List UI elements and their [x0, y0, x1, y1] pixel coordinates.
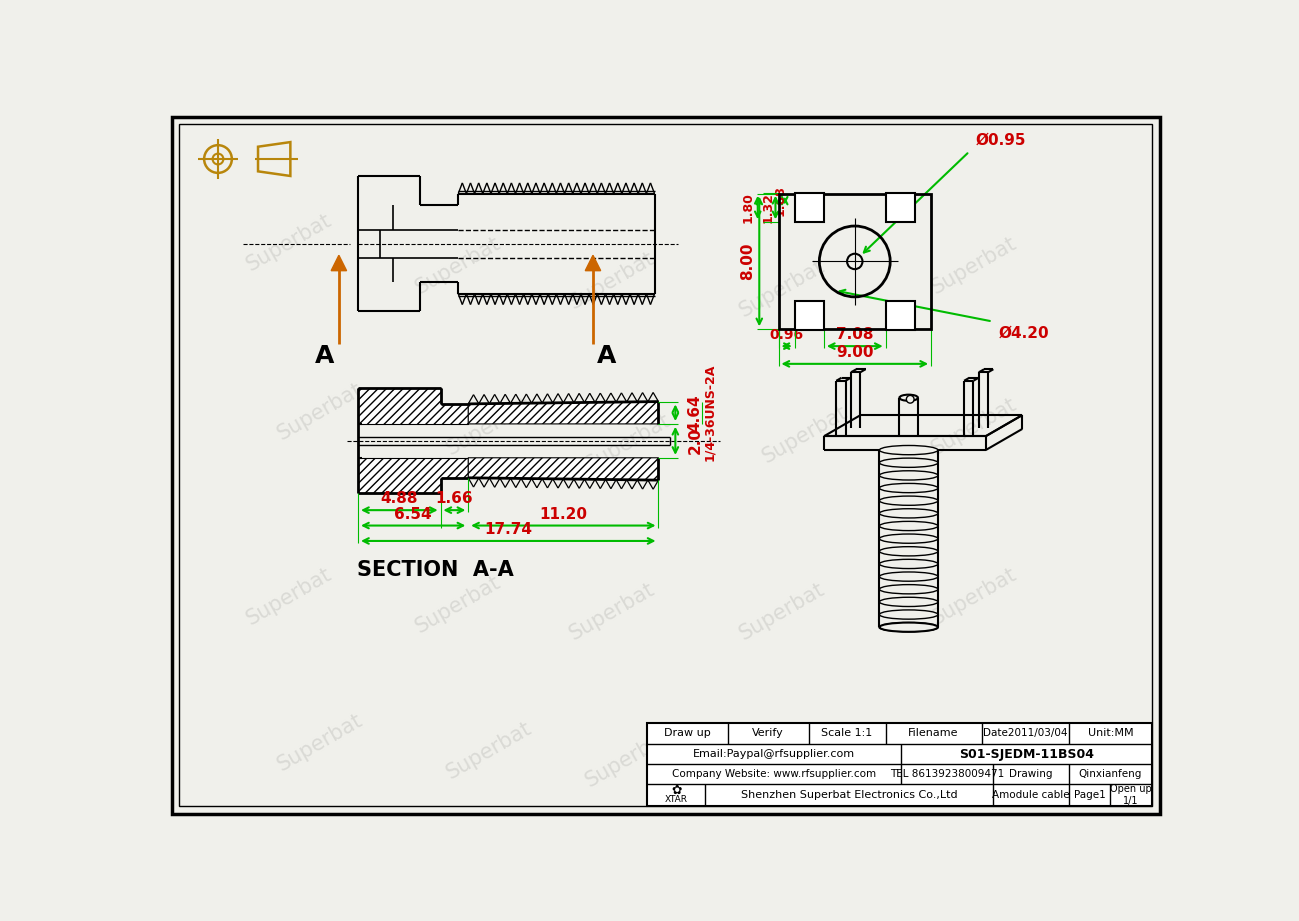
Text: 1.32: 1.32 — [761, 192, 774, 223]
Text: 1.68: 1.68 — [774, 185, 787, 216]
Text: Company Website: www.rfsupplier.com: Company Website: www.rfsupplier.com — [672, 769, 876, 779]
Ellipse shape — [879, 559, 938, 568]
Text: Email:Paypal@rfsupplier.com: Email:Paypal@rfsupplier.com — [692, 750, 855, 759]
Text: 6.54: 6.54 — [395, 507, 433, 521]
Ellipse shape — [879, 585, 938, 594]
Polygon shape — [359, 458, 468, 494]
Text: Superbat: Superbat — [273, 379, 366, 444]
Text: 1.80: 1.80 — [742, 192, 755, 223]
Text: SECTION  A-A: SECTION A-A — [357, 560, 513, 580]
Text: Superbat: Superbat — [735, 726, 827, 790]
Text: Verify: Verify — [752, 729, 783, 739]
Text: Filename: Filename — [908, 729, 959, 739]
Text: Superbat: Superbat — [927, 233, 1021, 297]
Text: 2.0: 2.0 — [687, 427, 703, 454]
Text: 11.20: 11.20 — [539, 507, 587, 521]
Text: Unit:MM: Unit:MM — [1087, 729, 1133, 739]
Text: Superbat: Superbat — [759, 402, 851, 467]
Text: Date2011/03/04: Date2011/03/04 — [983, 729, 1068, 739]
Polygon shape — [331, 255, 347, 271]
Ellipse shape — [879, 572, 938, 581]
Text: Ø0.95: Ø0.95 — [976, 133, 1026, 147]
Text: Superbat: Superbat — [735, 579, 827, 645]
Text: Superbat: Superbat — [412, 233, 504, 297]
Bar — [886, 192, 914, 222]
Text: Superbat: Superbat — [582, 410, 674, 475]
Ellipse shape — [879, 508, 938, 518]
Text: ✿: ✿ — [670, 784, 682, 797]
Text: Scale 1:1: Scale 1:1 — [821, 729, 873, 739]
Bar — [778, 193, 931, 329]
Text: Superbat: Superbat — [566, 249, 659, 313]
Text: Open up
1/1: Open up 1/1 — [1109, 784, 1151, 806]
Text: Superbat: Superbat — [927, 564, 1021, 629]
Bar — [795, 301, 824, 330]
Text: Qinxianfeng: Qinxianfeng — [1078, 769, 1142, 779]
Polygon shape — [586, 255, 600, 271]
Text: Shenzhen Superbat Electronics Co.,Ltd: Shenzhen Superbat Electronics Co.,Ltd — [740, 790, 957, 800]
Text: A: A — [316, 344, 335, 368]
Text: 1.66: 1.66 — [435, 491, 473, 507]
Text: 7.08: 7.08 — [837, 327, 873, 343]
Ellipse shape — [879, 610, 938, 619]
Ellipse shape — [879, 534, 938, 543]
Ellipse shape — [879, 484, 938, 493]
Polygon shape — [468, 402, 659, 424]
Text: Superbat: Superbat — [243, 210, 335, 274]
Ellipse shape — [879, 623, 938, 632]
Bar — [647, 723, 1152, 806]
Ellipse shape — [879, 496, 938, 506]
Ellipse shape — [879, 598, 938, 607]
Text: Superbat: Superbat — [582, 726, 674, 790]
Text: 0.96: 0.96 — [769, 328, 804, 343]
Text: Superbat: Superbat — [443, 394, 535, 460]
Text: Superbat: Superbat — [566, 579, 659, 645]
Circle shape — [907, 395, 914, 403]
Text: Page1: Page1 — [1074, 790, 1105, 800]
Ellipse shape — [879, 446, 938, 455]
Ellipse shape — [899, 395, 918, 401]
Polygon shape — [359, 389, 468, 424]
Text: Amodule cable: Amodule cable — [992, 790, 1070, 800]
Text: 4.88: 4.88 — [381, 491, 418, 507]
Ellipse shape — [879, 521, 938, 530]
Text: Ø4.20: Ø4.20 — [999, 325, 1050, 341]
Text: 8.00: 8.00 — [740, 243, 755, 280]
Polygon shape — [468, 458, 659, 480]
Text: A: A — [598, 344, 617, 368]
Ellipse shape — [879, 623, 938, 632]
Text: Superbat: Superbat — [735, 256, 827, 321]
Text: TEL 86139238009471: TEL 86139238009471 — [890, 769, 1004, 779]
Text: S01-SJEDM-11BS04: S01-SJEDM-11BS04 — [959, 748, 1094, 761]
Text: Superbat: Superbat — [443, 717, 535, 783]
Text: Superbat: Superbat — [273, 710, 366, 775]
Text: Superbat: Superbat — [412, 572, 504, 636]
Ellipse shape — [879, 471, 938, 480]
Bar — [795, 192, 824, 222]
Text: XTAR: XTAR — [665, 795, 687, 804]
Text: 17.74: 17.74 — [485, 522, 533, 537]
Text: Draw up: Draw up — [664, 729, 711, 739]
Text: 9.00: 9.00 — [837, 345, 873, 360]
Text: Superbat: Superbat — [243, 564, 335, 629]
Text: Drawing: Drawing — [1009, 769, 1053, 779]
Text: Superbat: Superbat — [927, 394, 1021, 460]
Bar — [886, 301, 914, 330]
Ellipse shape — [879, 458, 938, 467]
Ellipse shape — [879, 547, 938, 556]
Text: 4.64: 4.64 — [687, 394, 703, 432]
Text: 1/4-36UNS-2A: 1/4-36UNS-2A — [704, 364, 717, 461]
